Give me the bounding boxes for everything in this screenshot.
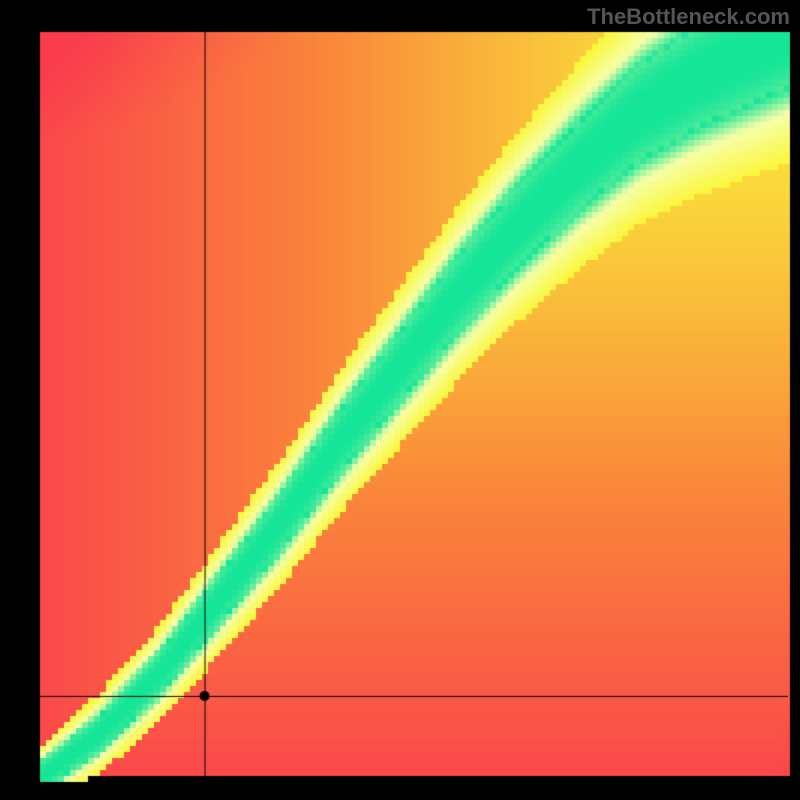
chart-container: TheBottleneck.com xyxy=(0,0,800,800)
bottleneck-heatmap xyxy=(0,0,800,800)
watermark-text: TheBottleneck.com xyxy=(587,4,790,30)
